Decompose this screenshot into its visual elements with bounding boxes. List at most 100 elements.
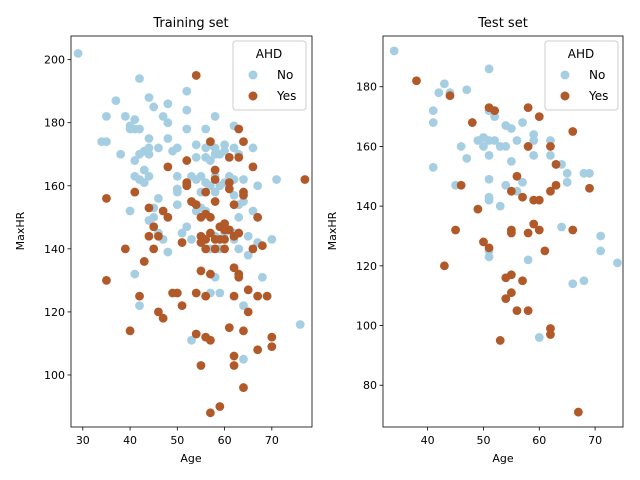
training-point-no-102	[215, 288, 225, 298]
training-point-yes-47	[210, 175, 220, 184]
training-point-no-75	[182, 222, 192, 232]
test-point-yes-42	[585, 183, 594, 193]
test-point-no-54	[428, 162, 438, 172]
training-point-no-83	[154, 193, 163, 203]
training-point-yes-80	[267, 332, 277, 342]
training-point-no-21	[191, 140, 201, 150]
training-point-yes-54	[224, 178, 234, 188]
test-point-no-45	[562, 168, 572, 178]
training-point-no-113	[220, 146, 229, 156]
training-point-no-88	[139, 165, 149, 175]
training-point-no-86	[144, 216, 154, 225]
test-point-yes-25	[523, 228, 533, 238]
training-point-yes-19	[177, 238, 187, 247]
test-point-no-28	[506, 124, 516, 133]
training-point-no-12	[144, 149, 154, 159]
training-point-yes-79	[262, 291, 272, 301]
training-point-no-112	[210, 149, 220, 159]
test-points	[389, 46, 622, 417]
training-point-yes-45	[210, 244, 220, 254]
training-point-yes-59	[229, 263, 239, 273]
test-point-yes-37	[551, 159, 561, 169]
training-point-no-35	[239, 175, 248, 184]
training-point-yes-7	[144, 203, 154, 213]
test-point-no-8	[462, 85, 472, 95]
training-point-yes-88	[201, 187, 211, 197]
test-point-no-37	[529, 136, 539, 145]
test-point-no-30	[512, 136, 522, 145]
test-point-no-9	[462, 153, 472, 163]
test-point-no-46	[562, 177, 572, 187]
training-point-no-64	[234, 244, 244, 254]
training-point-yes-35	[201, 291, 211, 301]
training-point-yes-12	[154, 307, 163, 317]
test-legend-label-no: No	[589, 68, 605, 82]
training-y-tick-label-180: 180	[44, 117, 65, 130]
training-point-yes-68	[239, 190, 248, 200]
test-point-yes-24	[523, 142, 533, 151]
training-point-yes-74	[248, 162, 258, 172]
training-point-no-58	[267, 234, 277, 244]
training-point-no-109	[158, 112, 168, 121]
test-point-no-1	[428, 106, 438, 116]
test-y-tick-label-160: 160	[356, 140, 377, 153]
training-point-no-47	[201, 178, 211, 188]
training-point-yes-90	[220, 219, 229, 229]
training-point-yes-70	[239, 383, 248, 392]
test-x-ticks: 40 50 60 70	[421, 427, 602, 447]
test-point-yes-6	[473, 204, 483, 214]
test-point-no-2	[428, 118, 438, 127]
test-point-no-0	[389, 46, 399, 56]
training-point-yes-62	[234, 124, 244, 134]
training-point-no-2	[111, 96, 121, 106]
training-point-yes-44	[210, 197, 220, 206]
training-point-yes-20	[177, 301, 187, 310]
training-point-no-36	[248, 143, 258, 153]
training-point-yes-39	[206, 228, 215, 238]
training-point-yes-4	[130, 187, 140, 197]
test-legend-marker-no	[560, 70, 570, 80]
training-point-no-98	[135, 301, 144, 310]
test-point-yes-32	[540, 246, 550, 256]
training-point-yes-53	[224, 153, 234, 162]
test-point-yes-39	[568, 127, 578, 136]
test-point-yes-33	[546, 142, 555, 151]
test-legend-title: AHD	[568, 47, 594, 61]
test-point-no-21	[484, 252, 494, 262]
test-point-no-27	[501, 180, 511, 190]
test-point-no-33	[518, 177, 527, 187]
test-point-no-53	[613, 258, 622, 268]
training-point-no-62	[243, 250, 253, 260]
training-y-tick-label-120: 120	[44, 306, 65, 319]
training-point-no-10	[144, 134, 154, 143]
training-legend-title: AHD	[256, 47, 282, 61]
training-point-no-104	[239, 354, 248, 364]
test-point-yes-7	[479, 237, 488, 247]
training-point-no-9	[144, 93, 154, 102]
test-y-tick-label-100: 100	[356, 320, 377, 333]
training-point-yes-34	[201, 244, 211, 254]
training-x-tick-label-60: 60	[218, 434, 232, 447]
test-point-yes-20	[512, 171, 522, 181]
test-point-no-32	[518, 118, 527, 127]
test-point-no-47	[568, 279, 578, 289]
training-y-axis-label: MaxHR	[14, 211, 27, 250]
training-point-no-99	[187, 335, 196, 345]
training-point-no-0	[73, 48, 83, 58]
training-point-yes-5	[135, 291, 144, 301]
training-point-yes-83	[182, 181, 192, 191]
test-point-no-4	[440, 79, 449, 89]
training-point-yes-78	[257, 241, 267, 251]
training-point-yes-84	[234, 228, 244, 238]
test-point-no-51	[596, 231, 606, 241]
test-x-tick-label-70: 70	[588, 434, 602, 447]
training-plot-frame	[70, 35, 313, 428]
training-point-no-50	[215, 181, 225, 191]
training-point-no-22	[191, 153, 201, 162]
training-point-yes-57	[229, 200, 239, 210]
test-point-yes-40	[568, 225, 578, 235]
training-point-yes-0	[102, 193, 111, 203]
test-point-no-17	[484, 174, 494, 184]
training-point-no-31	[220, 140, 229, 150]
training-legend-label-yes: Yes	[276, 89, 296, 103]
